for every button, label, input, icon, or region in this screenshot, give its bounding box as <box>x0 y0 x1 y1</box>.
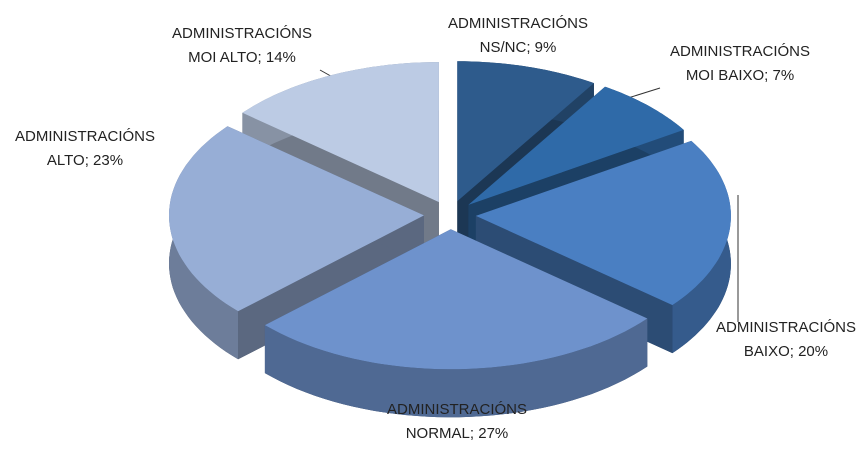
slice <box>475 140 731 354</box>
slice-top <box>169 126 424 312</box>
slice-top <box>242 62 439 203</box>
data-label: ADMINISTRACIÓNS NS/NC; 9% <box>448 15 589 56</box>
data-label: ADMINISTRACIÓNS BAIXO; 20% <box>715 319 856 360</box>
slice-top <box>475 140 731 306</box>
leader-line <box>627 87 661 99</box>
slice-top <box>468 86 684 205</box>
slice-top <box>264 229 648 370</box>
data-label: ADMINISTRACIÓNS NORMAL; 27% <box>387 401 528 442</box>
data-label: ADMINISTRACIÓNS MOI BAIXO; 7% <box>670 43 811 84</box>
slice <box>264 229 648 418</box>
data-label: ADMINISTRACIÓNS ALTO; 23% <box>15 128 156 169</box>
slice <box>169 126 424 360</box>
slice-top <box>457 61 594 202</box>
slice-side <box>264 318 648 418</box>
data-label: ADMINISTRACIÓNS MOI ALTO; 14% <box>172 25 313 66</box>
